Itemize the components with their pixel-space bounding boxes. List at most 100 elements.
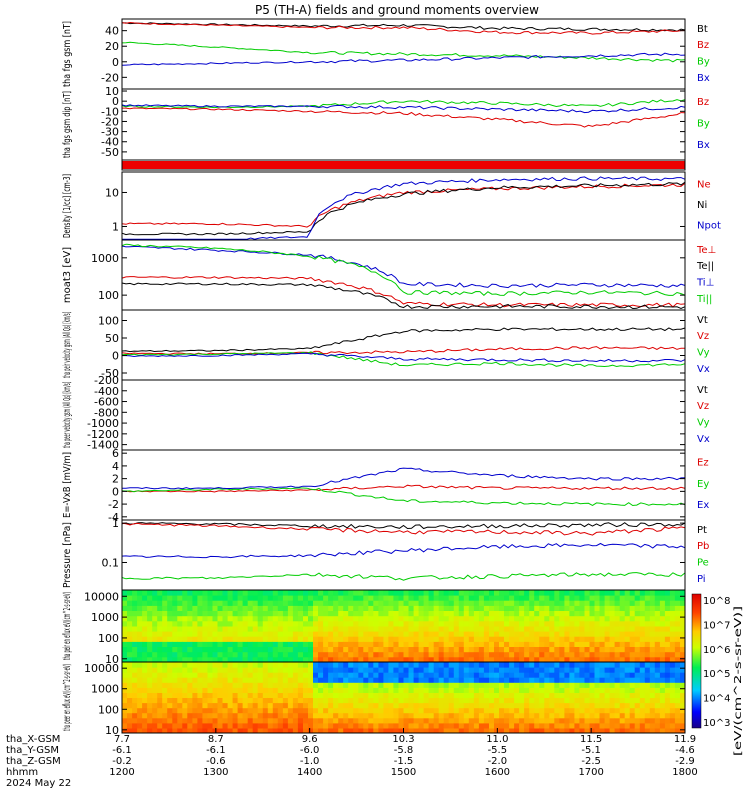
heatmap-cell <box>187 727 193 734</box>
heatmap-cell <box>297 712 304 719</box>
heatmap-cell <box>680 712 686 719</box>
heatmap-cell <box>559 712 565 719</box>
heatmap-cell <box>122 646 128 653</box>
heatmap-cell <box>544 615 550 622</box>
y-axis-label: moat3 [eV] <box>62 247 73 303</box>
heatmap-cell <box>499 712 505 719</box>
heatmap-cell <box>453 717 460 724</box>
heatmap-cell <box>458 600 465 606</box>
legend-ti: Ti|| <box>696 294 712 305</box>
heatmap-cell <box>604 692 611 698</box>
heatmap-cell <box>554 702 560 709</box>
heatmap-cell <box>237 682 244 688</box>
heatmap-cell <box>594 656 600 663</box>
heatmap-cell <box>272 727 279 734</box>
heatmap-cell <box>433 595 440 601</box>
heatmap-cell <box>669 697 676 704</box>
heatmap-cell <box>524 712 530 719</box>
heatmap-cell <box>659 727 666 734</box>
heatmap-cell <box>157 595 163 601</box>
heatmap-cell <box>172 712 178 719</box>
heatmap-cell <box>333 662 339 668</box>
heatmap-cell <box>272 712 279 719</box>
heatmap-cell <box>579 667 585 673</box>
heatmap-cell <box>669 651 676 658</box>
heatmap-cell <box>388 727 394 734</box>
heatmap-cell <box>534 662 540 668</box>
heatmap-cell <box>624 692 631 698</box>
series-ti-line <box>121 243 686 296</box>
heatmap-cell <box>569 677 575 683</box>
heatmap-cell <box>237 667 244 673</box>
heatmap-cell <box>659 626 666 632</box>
heatmap-cell <box>504 717 510 724</box>
heatmap-cell <box>398 697 404 704</box>
heatmap-cell <box>328 656 334 663</box>
heatmap-cell <box>634 595 641 601</box>
heatmap-cell <box>559 687 565 693</box>
heatmap-cell <box>192 662 198 668</box>
heatmap-cell <box>348 595 354 601</box>
heatmap-cell <box>172 672 178 678</box>
heatmap-cell <box>428 600 435 606</box>
heatmap-cell <box>358 605 364 611</box>
heatmap-cell <box>137 662 143 668</box>
heatmap-cell <box>453 641 460 647</box>
heatmap-cell <box>383 590 389 596</box>
heatmap-cell <box>494 600 500 606</box>
heatmap-cell <box>192 692 198 698</box>
y-axis-label: tha fgs gsm [nT] <box>62 21 73 87</box>
heatmap-cell <box>197 626 203 632</box>
heatmap-cell <box>569 717 575 724</box>
heatmap-cell <box>152 692 158 698</box>
heatmap-cell <box>262 656 269 663</box>
heatmap-cell <box>142 692 148 698</box>
heatmap-cell <box>177 600 183 606</box>
heatmap-cell <box>403 600 409 606</box>
heatmap-cell <box>619 651 626 658</box>
heatmap-cell <box>619 631 626 637</box>
heatmap-cell <box>247 717 254 724</box>
heatmap-cell <box>222 677 228 683</box>
heatmap-cell <box>207 682 213 688</box>
heatmap-cell <box>448 687 455 693</box>
heatmap-cell <box>287 702 294 709</box>
heatmap-cell <box>423 651 430 658</box>
heatmap-cell <box>167 610 173 617</box>
heatmap-cell <box>142 656 148 663</box>
heatmap-cell <box>504 722 510 729</box>
heatmap-cell <box>257 677 264 683</box>
heatmap-cell <box>373 595 379 601</box>
heatmap-cell <box>599 620 605 627</box>
heatmap-cell <box>478 641 485 647</box>
heatmap-cell <box>373 682 379 688</box>
heatmap-cell <box>257 600 264 606</box>
heatmap-cell <box>177 605 183 611</box>
heatmap-cell <box>152 662 158 668</box>
heatmap-cell <box>403 605 409 611</box>
heatmap-cell <box>222 722 228 729</box>
heatmap-cell <box>368 687 374 693</box>
heatmap-cell <box>277 697 284 704</box>
heatmap-cell <box>277 605 284 611</box>
heatmap-cell <box>267 651 274 658</box>
heatmap-cell <box>584 636 590 642</box>
heatmap-cell <box>333 656 339 663</box>
heatmap-cell <box>463 600 470 606</box>
colorbar-tick-label: 10^5 <box>703 669 730 680</box>
heatmap-cell <box>212 620 218 627</box>
heatmap-cell <box>589 600 595 606</box>
heatmap-cell <box>388 626 394 632</box>
heatmap-cell <box>207 712 213 719</box>
heatmap-cell <box>604 707 611 714</box>
heatmap-cell <box>287 626 294 632</box>
heatmap-cell <box>473 717 480 724</box>
heatmap-cell <box>504 702 510 709</box>
heatmap-cell <box>519 707 525 714</box>
heatmap-cell <box>504 600 510 606</box>
heatmap-cell <box>669 717 676 724</box>
heatmap-cell <box>318 641 324 647</box>
y-tick-label: -400 <box>94 385 119 398</box>
heatmap-cell <box>504 595 510 601</box>
heatmap-cell <box>137 595 143 601</box>
